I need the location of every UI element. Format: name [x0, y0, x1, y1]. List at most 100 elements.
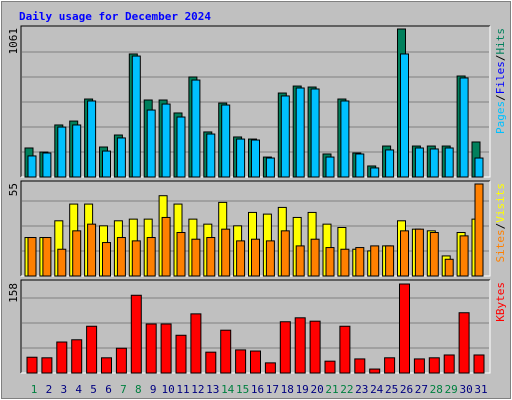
bar: [429, 232, 439, 277]
x-tick-label: 13: [206, 383, 219, 396]
bar: [294, 317, 306, 374]
x-tick-label: 28: [430, 383, 443, 396]
bar: [161, 103, 171, 178]
legend-separator: /: [494, 55, 507, 62]
bar: [428, 357, 440, 374]
bar: [355, 247, 365, 277]
bar: [295, 245, 305, 277]
legend-entry: Pages: [494, 101, 507, 134]
bar: [474, 157, 484, 178]
legend: KBytes: [494, 282, 507, 322]
bar: [42, 152, 52, 178]
x-tick-label: 15: [236, 383, 249, 396]
x-tick-label: 12: [191, 383, 204, 396]
bar: [115, 347, 127, 374]
bar: [280, 230, 290, 277]
bar: [310, 88, 320, 178]
x-tick-label: 21: [325, 383, 338, 396]
bar: [102, 242, 111, 277]
bar: [160, 323, 172, 374]
bar: [176, 232, 186, 277]
bar: [473, 354, 485, 374]
x-tick-label: 9: [150, 383, 157, 396]
bar: [101, 357, 112, 374]
bar: [310, 238, 320, 277]
bar: [340, 248, 350, 277]
bar: [384, 357, 396, 374]
bar: [146, 109, 156, 178]
bar: [235, 349, 247, 374]
bar: [413, 358, 425, 374]
bar: [444, 258, 454, 277]
bar: [130, 294, 142, 374]
x-tick-label: 23: [355, 383, 368, 396]
x-tick-label: 19: [296, 383, 309, 396]
bar: [57, 248, 67, 277]
x-tick-label: 27: [415, 383, 428, 396]
x-tick-label: 26: [400, 383, 413, 396]
x-tick-label: 20: [310, 383, 323, 396]
bar: [131, 55, 141, 178]
x-tick-label: 29: [445, 383, 458, 396]
bar: [57, 126, 67, 178]
x-tick-label: 10: [161, 383, 174, 396]
bar: [370, 245, 380, 277]
bar: [131, 240, 141, 277]
bar: [280, 95, 290, 178]
bar: [71, 339, 83, 374]
bar: [116, 137, 126, 178]
bar: [87, 223, 97, 277]
bar: [324, 360, 336, 374]
bar: [385, 149, 395, 178]
y-tick-label: 55: [7, 183, 20, 196]
legend-entry: Sites: [494, 229, 507, 262]
bar: [220, 329, 232, 374]
bar: [146, 237, 156, 277]
bar: [414, 147, 424, 178]
bar: [400, 230, 409, 277]
bar: [339, 325, 351, 374]
bar: [459, 235, 469, 277]
legend: Sites/Visits: [494, 183, 507, 263]
x-tick-label: 11: [176, 383, 189, 396]
bar: [116, 237, 126, 277]
legend-separator: /: [494, 94, 507, 101]
bar: [251, 139, 260, 178]
bar: [191, 238, 201, 277]
bar: [279, 321, 291, 374]
x-tick-label: 1: [31, 383, 38, 396]
x-tick-label: 7: [120, 383, 127, 396]
bar: [414, 228, 424, 277]
bar: [41, 357, 53, 374]
bar: [443, 354, 455, 374]
bar: [444, 147, 454, 178]
bar: [251, 238, 260, 277]
bar: [458, 312, 470, 374]
y-tick-label: 158: [7, 283, 20, 303]
bar: [27, 237, 37, 277]
x-tick-label: 22: [340, 383, 353, 396]
bar: [27, 155, 37, 178]
x-tick-label: 14: [221, 383, 235, 396]
bar: [56, 341, 68, 374]
panel-edge: [20, 180, 490, 276]
x-tick-label: 30: [459, 383, 472, 396]
bar: [102, 150, 111, 178]
bar: [325, 247, 335, 277]
legend-separator: /: [494, 223, 507, 230]
bar: [354, 358, 366, 374]
legend-entry: Visits: [494, 183, 507, 223]
x-tick-label: 31: [474, 383, 487, 396]
bar: [236, 240, 246, 277]
bar: [265, 240, 275, 277]
legend: Pages/Files/Hits: [494, 28, 507, 134]
bar: [369, 368, 381, 374]
bar: [206, 237, 216, 277]
bar: [459, 77, 469, 178]
bar: [264, 362, 276, 374]
bar: [72, 230, 82, 277]
x-tick-label: 8: [135, 383, 142, 396]
bar: [221, 104, 231, 178]
